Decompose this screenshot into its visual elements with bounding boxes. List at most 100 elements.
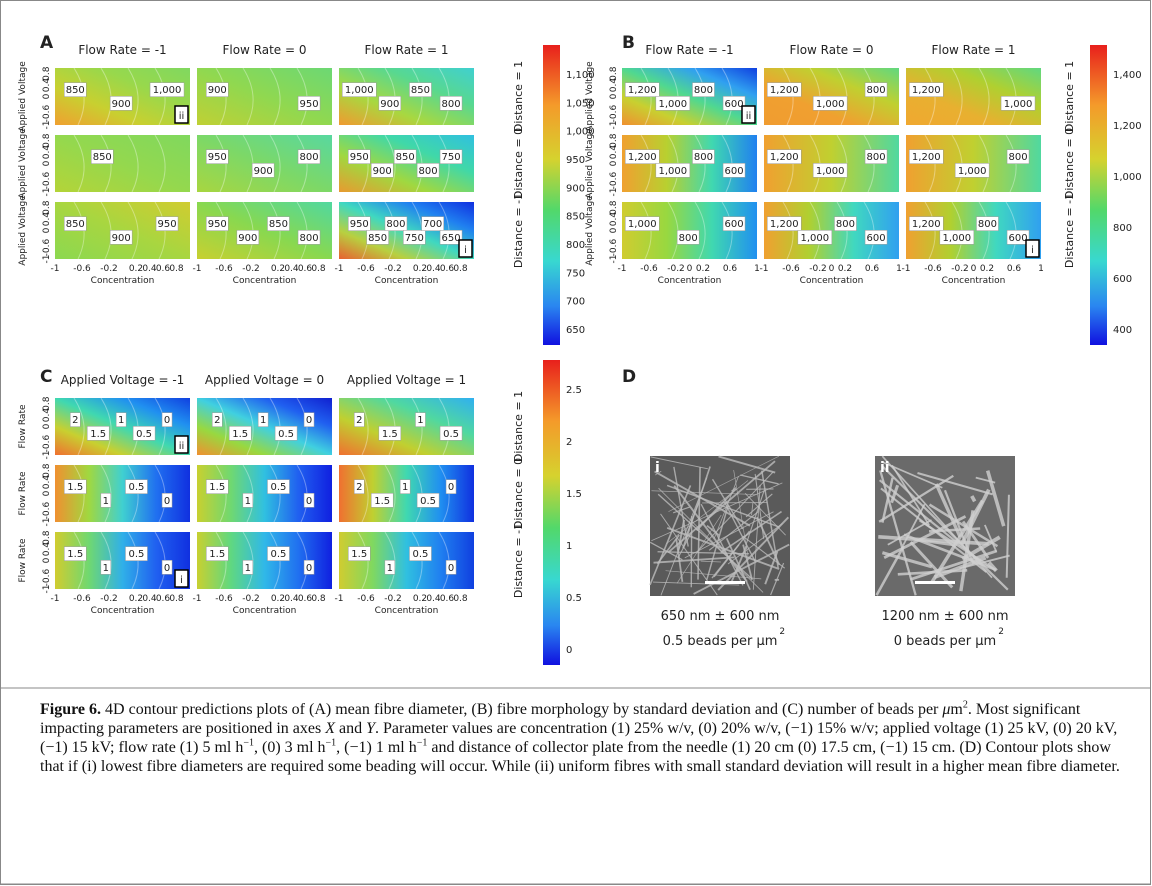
marker-box	[458, 239, 473, 258]
column-title: Flow Rate = 0	[789, 43, 873, 57]
y-tick-label: 0.8	[609, 66, 619, 81]
contour-label-box	[403, 230, 426, 245]
image-caption: 0 beads per µm	[894, 634, 996, 649]
colorbar-tick-label: 950	[566, 155, 585, 166]
x-tick-label: -0.2	[809, 264, 827, 274]
x-tick-label: 0.4	[142, 264, 157, 274]
contour-label-box	[909, 82, 944, 97]
contour-label-box	[132, 426, 156, 441]
caption-text: −1	[325, 737, 337, 749]
fibre	[879, 470, 917, 596]
contour-label: 0.5	[420, 496, 436, 507]
row-title: Distance = -1	[1063, 193, 1076, 268]
contour-label: 1.5	[209, 549, 225, 560]
y-axis-label: Flow Rate	[18, 404, 28, 449]
contour-label-box	[767, 82, 802, 97]
x-tick-label: 0	[687, 264, 693, 274]
row-title: Distance = 1	[512, 391, 525, 462]
contour-label: 0	[448, 482, 454, 493]
y-axis-label: Applied Voltage	[585, 195, 595, 266]
contour-label-box	[267, 546, 290, 561]
x-tick-label: 0.2	[696, 264, 710, 274]
contour-label: 800	[300, 233, 319, 244]
caption-text: X	[325, 720, 336, 737]
x-tick-label: -0.2	[242, 264, 260, 274]
contour-label: 950	[208, 219, 227, 230]
x-axis-label: Concentration	[942, 276, 1006, 286]
x-tick-label: 0.6	[865, 264, 880, 274]
contour-label-box	[722, 216, 746, 231]
colorbar-tick-label: 650	[566, 325, 585, 336]
fibre	[649, 485, 692, 586]
x-tick-label: -0.2	[242, 594, 260, 604]
contour-label-box	[64, 546, 87, 561]
fibre	[890, 484, 900, 504]
x-tick-label: -1	[193, 264, 202, 274]
contour-label-box	[812, 96, 848, 111]
contour-label: 800	[386, 219, 405, 230]
contour-line	[384, 464, 396, 523]
contour-label-box	[655, 96, 691, 111]
fibre	[696, 471, 774, 552]
contour-label: 850	[66, 85, 85, 96]
caption-text: Y	[366, 720, 376, 737]
contour-label: 1,200	[628, 152, 657, 163]
x-tick-label: -0.2	[384, 594, 402, 604]
marker-label: i	[1031, 245, 1034, 256]
caption-text: and distance of collector plate from the…	[40, 739, 1120, 775]
y-tick-label: 0	[42, 227, 52, 233]
x-tick-label: 0.6	[723, 264, 738, 274]
colorbar-tick-label: 800	[1113, 223, 1132, 234]
fibre	[878, 535, 989, 546]
y-tick-label: 0.8	[42, 463, 52, 478]
marker-box	[174, 105, 189, 124]
contour-label: 900	[112, 233, 131, 244]
y-tick-label: 0.4	[609, 78, 619, 93]
contour-label: 1,000	[659, 99, 688, 110]
contour-label: 1	[245, 496, 251, 507]
contour-label-box	[370, 163, 394, 178]
contour-label: 1,000	[628, 219, 657, 230]
y-tick-label: 0.4	[42, 145, 52, 160]
contour-label-box	[409, 546, 432, 561]
y-axis-label: Applied Voltage	[585, 128, 595, 199]
contour-label: 850	[269, 219, 288, 230]
contour-label: 1,000	[1004, 99, 1033, 110]
contour-label: 900	[380, 99, 399, 110]
x-tick-label: -0.2	[100, 594, 118, 604]
colorbar	[543, 360, 560, 665]
contour-label-box	[206, 82, 229, 97]
panel-letter: D	[622, 367, 636, 387]
contour-line	[951, 67, 963, 126]
contour-label-box	[416, 493, 440, 508]
y-tick-label: -1	[609, 121, 619, 130]
fibre	[742, 544, 753, 581]
marker-label: ii	[746, 111, 752, 122]
y-tick-label: -0.6	[42, 569, 52, 587]
contour-label-box	[125, 546, 148, 561]
contour-label: 1,200	[912, 219, 941, 230]
contour-label-box	[236, 230, 260, 245]
contour-plot	[55, 135, 190, 192]
contour-label-box	[909, 149, 944, 164]
x-axis-label: Concentration	[233, 606, 297, 616]
contour-label: 1	[417, 415, 423, 426]
contour-label-box	[1006, 230, 1030, 245]
contour-label: 750	[442, 152, 461, 163]
contour-label-box	[439, 426, 463, 441]
caption-frame	[0, 687, 1151, 885]
contour-label: 1	[245, 563, 251, 574]
contour-line	[242, 67, 254, 126]
colorbar-tick-label: 1,400	[1113, 70, 1142, 81]
contour-label-box	[109, 96, 133, 111]
y-tick-label: 0.8	[42, 66, 52, 81]
contour-label-box	[366, 230, 389, 245]
contour-label: 0.5	[412, 549, 428, 560]
contour-label-box	[692, 149, 715, 164]
fibre	[717, 516, 790, 591]
contour-label: 950	[350, 219, 369, 230]
column-title: Flow Rate = 1	[931, 43, 1015, 57]
fibre	[984, 524, 998, 553]
contour-line	[73, 134, 85, 193]
